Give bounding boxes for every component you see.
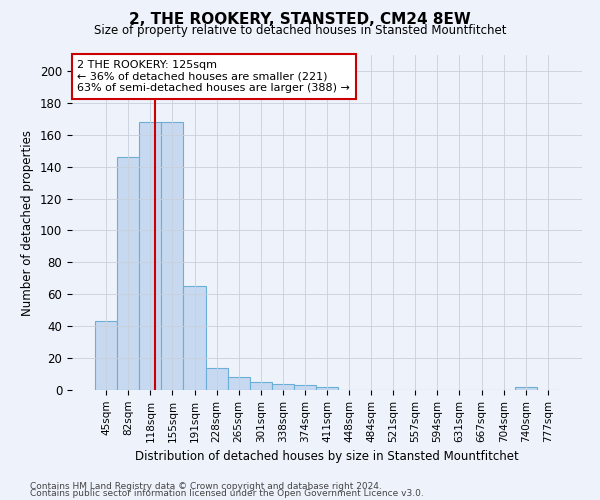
X-axis label: Distribution of detached houses by size in Stansted Mountfitchet: Distribution of detached houses by size … xyxy=(135,450,519,463)
Bar xyxy=(515,387,537,390)
Text: Size of property relative to detached houses in Stansted Mountfitchet: Size of property relative to detached ho… xyxy=(94,24,506,37)
Y-axis label: Number of detached properties: Number of detached properties xyxy=(22,130,34,316)
Bar xyxy=(161,122,184,390)
Text: Contains HM Land Registry data © Crown copyright and database right 2024.: Contains HM Land Registry data © Crown c… xyxy=(30,482,382,491)
Text: 2 THE ROOKERY: 125sqm
← 36% of detached houses are smaller (221)
63% of semi-det: 2 THE ROOKERY: 125sqm ← 36% of detached … xyxy=(77,60,350,93)
Bar xyxy=(117,157,139,390)
Bar xyxy=(95,322,117,390)
Bar xyxy=(139,122,161,390)
Bar xyxy=(250,382,272,390)
Bar xyxy=(206,368,227,390)
Text: 2, THE ROOKERY, STANSTED, CM24 8EW: 2, THE ROOKERY, STANSTED, CM24 8EW xyxy=(129,12,471,28)
Text: Contains public sector information licensed under the Open Government Licence v3: Contains public sector information licen… xyxy=(30,490,424,498)
Bar xyxy=(316,387,338,390)
Bar xyxy=(227,377,250,390)
Bar xyxy=(294,385,316,390)
Bar xyxy=(272,384,294,390)
Bar xyxy=(184,286,206,390)
